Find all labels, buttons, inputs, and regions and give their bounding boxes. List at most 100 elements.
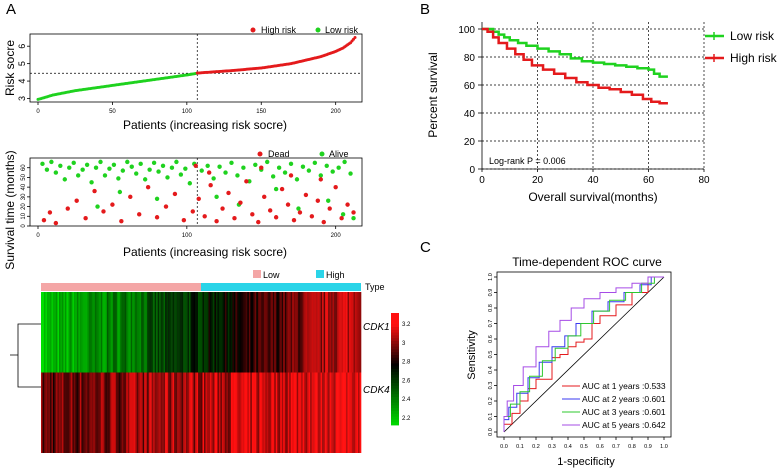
heatmap-cell-cdk1 [42, 292, 45, 373]
heatmap-cell-cdk4 [338, 372, 341, 453]
survival-point-alive [160, 163, 166, 168]
legend-high-risk-label: High risk [261, 25, 297, 35]
heatmap-cell-cdk4 [199, 372, 202, 453]
heatmap-cell-cdk1 [187, 292, 190, 373]
survival-y-tick-label: 20 [21, 203, 27, 210]
risk-x-tick-label: 0 [36, 109, 40, 115]
heatmap-cell-cdk4 [236, 372, 239, 453]
heatmap-cell-cdk4 [328, 372, 330, 453]
heatmap-cell-cdk1 [244, 292, 247, 373]
survival-point-dead [244, 179, 249, 184]
survival-y-tick-label: 60 [21, 164, 27, 171]
heatmap-cell-cdk4 [223, 372, 226, 453]
heatmap-cell-cdk1 [325, 292, 327, 373]
heatmap-cell-cdk4 [57, 372, 60, 453]
survival-x-tick-label: 200 [331, 233, 342, 239]
heatmap-cell-cdk4 [177, 372, 179, 453]
heatmap-cell-cdk4 [142, 372, 145, 453]
color-key-segment [391, 315, 399, 319]
heatmap-cell-cdk4 [205, 372, 208, 453]
heatmap-cell-cdk1 [138, 292, 140, 373]
heatmap-cell-cdk4 [346, 372, 348, 453]
heatmap-cell-cdk4 [292, 372, 295, 453]
heatmap-cell-cdk1 [99, 292, 102, 373]
heatmap-cell-cdk1 [355, 292, 357, 373]
color-key-segment [391, 321, 399, 325]
heatmap-cell-cdk1 [317, 292, 320, 373]
color-key-tick-label: 3.2 [402, 322, 411, 328]
heatmap-cell-cdk4 [272, 372, 275, 453]
heatmap-cell-cdk4 [253, 372, 256, 453]
heatmap-cell-cdk4 [299, 372, 302, 453]
survival-point-dead [208, 183, 213, 188]
heatmap-cell-cdk1 [211, 292, 214, 373]
heatmap-cell-cdk4 [218, 372, 221, 453]
heatmap-cell-cdk1 [250, 292, 253, 373]
heatmap-cell-cdk4 [139, 372, 142, 453]
heatmap-cell-cdk1 [72, 292, 75, 373]
heatmap-cell-cdk4 [105, 372, 108, 453]
heatmap-cell-cdk4 [334, 372, 336, 453]
color-key-segment [391, 349, 399, 353]
heatmap-cell-cdk1 [181, 292, 184, 373]
survival-x-tick-label: 0 [36, 233, 40, 239]
legend-alive-label: Alive [329, 149, 349, 159]
color-key-segment [391, 335, 399, 339]
roc-x-tick-label: 0.4 [564, 444, 572, 450]
survival-x-label: Patients (increasing risk socre) [123, 245, 287, 259]
heatmap-cell-cdk4 [138, 372, 140, 453]
heatmap-cell-cdk1 [67, 292, 70, 373]
survival-point-dead [303, 192, 309, 198]
heatmap-cell-cdk4 [99, 372, 102, 453]
survival-point-alive [80, 167, 85, 172]
survival-point-dead [92, 188, 97, 194]
heatmap-cell-cdk1 [346, 292, 348, 373]
heatmap-cell-cdk1 [253, 292, 256, 373]
heatmap-cell-cdk4 [49, 372, 52, 453]
heatmap-cell-cdk1 [289, 292, 292, 373]
heatmap-cell-cdk4 [349, 372, 351, 453]
heatmap-cell-cdk4 [172, 372, 175, 453]
color-key-segment [391, 371, 399, 375]
heatmap-cell-cdk1 [280, 292, 283, 373]
type-label: Type [365, 282, 385, 292]
survival-point-alive [324, 163, 329, 168]
survival-point-alive [111, 162, 117, 167]
roc-x-tick-label: 0.0 [500, 444, 508, 450]
heatmap-cell-cdk1 [275, 292, 278, 373]
color-key-segment [391, 419, 399, 423]
heatmap-cell-cdk4 [296, 372, 299, 453]
heatmap-cell-cdk1 [349, 292, 351, 373]
heatmap-cell-cdk4 [66, 372, 69, 453]
heatmap-cell-cdk4 [183, 372, 185, 453]
heatmap-cell-cdk1 [123, 292, 126, 373]
heatmap-cell-cdk1 [229, 292, 232, 373]
survival-point-alive [71, 160, 76, 166]
heatmap-dendrogram [10, 323, 41, 388]
roc-y-label: Sensitivity [466, 330, 478, 380]
heatmap-cell-cdk4 [124, 372, 127, 453]
survival-point-alive [134, 171, 139, 176]
survival-point-dead [119, 218, 124, 224]
heatmap-cell-cdk1 [102, 292, 105, 373]
heatmap-cell-cdk1 [177, 292, 179, 373]
survival-point-alive [282, 170, 288, 175]
heatmap-cell-cdk1 [120, 292, 123, 373]
heatmap-cell-cdk4 [229, 372, 232, 453]
heatmap-cell-cdk4 [350, 372, 353, 453]
survival-point-alive [58, 163, 63, 168]
heatmap-cell-cdk1 [233, 292, 236, 373]
heatmap-cell-cdk1 [290, 292, 293, 373]
heatmap-cell-cdk4 [304, 372, 306, 453]
heatmap-cell-cdk4 [87, 372, 90, 453]
heatmap-cell-cdk1 [141, 292, 143, 373]
heatmap-cell-cdk4 [123, 372, 126, 453]
risk-x-tick-label: 100 [182, 109, 193, 115]
survival-point-alive [174, 159, 179, 165]
heatmap-cell-cdk4 [232, 372, 235, 453]
roc-x-tick-label: 0.9 [644, 444, 652, 450]
heatmap-cell-cdk1 [218, 292, 221, 373]
color-key-segment [391, 338, 399, 342]
survival-point-alive [178, 172, 184, 177]
heatmap-cell-cdk4 [112, 372, 115, 453]
